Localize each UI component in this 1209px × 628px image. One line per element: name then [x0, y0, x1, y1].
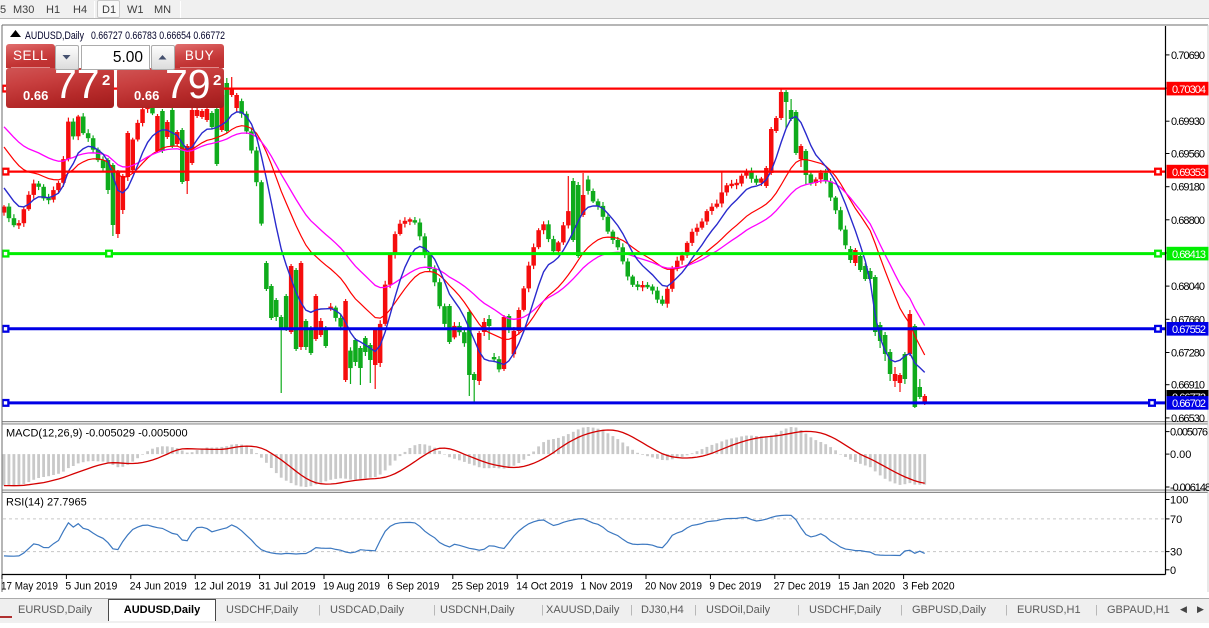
svg-text:0.66727 0.66783 0.66654 0.6677: 0.66727 0.66783 0.66654 0.66772 [91, 30, 225, 42]
svg-text:9 Dec 2019: 9 Dec 2019 [709, 581, 761, 593]
svg-text:15 Jan 2020: 15 Jan 2020 [838, 581, 895, 593]
svg-text:31 Jul 2019: 31 Jul 2019 [259, 581, 316, 593]
svg-text:25 Sep 2019: 25 Sep 2019 [452, 581, 509, 593]
svg-text:AUDUSD,Daily: AUDUSD,Daily [25, 30, 84, 42]
svg-text:70: 70 [1170, 514, 1182, 526]
svg-text:0.70304: 0.70304 [1172, 84, 1206, 96]
svg-text:0.70690: 0.70690 [1171, 50, 1205, 62]
svg-text:0.67280: 0.67280 [1171, 348, 1205, 360]
svg-text:0.00: 0.00 [1170, 449, 1191, 461]
svg-text:0.68800: 0.68800 [1171, 215, 1205, 227]
svg-text:19 Aug 2019: 19 Aug 2019 [323, 581, 380, 593]
svg-text:-0.006148: -0.006148 [1170, 482, 1209, 494]
svg-text:27 Dec 2019: 27 Dec 2019 [774, 581, 831, 593]
svg-text:20 Nov 2019: 20 Nov 2019 [645, 581, 702, 593]
svg-text:0.66702: 0.66702 [1172, 398, 1206, 410]
svg-text:0.69353: 0.69353 [1172, 167, 1206, 179]
svg-text:RSI(14) 27.7965: RSI(14) 27.7965 [6, 497, 87, 509]
svg-text:30: 30 [1170, 547, 1182, 559]
svg-text:0.69560: 0.69560 [1171, 149, 1205, 161]
svg-text:12 Jul 2019: 12 Jul 2019 [194, 581, 251, 593]
svg-text:14 Oct 2019: 14 Oct 2019 [516, 581, 573, 593]
svg-text:0.66530: 0.66530 [1171, 413, 1205, 425]
svg-text:0.69930: 0.69930 [1171, 116, 1205, 128]
svg-text:0.67552: 0.67552 [1172, 324, 1206, 336]
svg-text:0.005076: 0.005076 [1170, 427, 1208, 439]
svg-text:1 Nov 2019: 1 Nov 2019 [581, 581, 633, 593]
svg-text:24 Jun 2019: 24 Jun 2019 [130, 581, 187, 593]
svg-text:0: 0 [1170, 565, 1176, 577]
svg-text:0.66910: 0.66910 [1171, 380, 1205, 392]
svg-text:17 May 2019: 17 May 2019 [1, 581, 58, 593]
svg-text:0.69180: 0.69180 [1171, 182, 1205, 194]
svg-text:0.68413: 0.68413 [1172, 249, 1206, 261]
svg-text:6 Sep 2019: 6 Sep 2019 [387, 581, 439, 593]
svg-text:MACD(12,26,9) -0.005029 -0.005: MACD(12,26,9) -0.005029 -0.005000 [6, 428, 188, 440]
svg-text:0.68040: 0.68040 [1171, 281, 1205, 293]
svg-text:3 Feb 2020: 3 Feb 2020 [903, 581, 955, 593]
svg-text:5 Jun 2019: 5 Jun 2019 [65, 581, 117, 593]
svg-text:100: 100 [1170, 495, 1188, 507]
